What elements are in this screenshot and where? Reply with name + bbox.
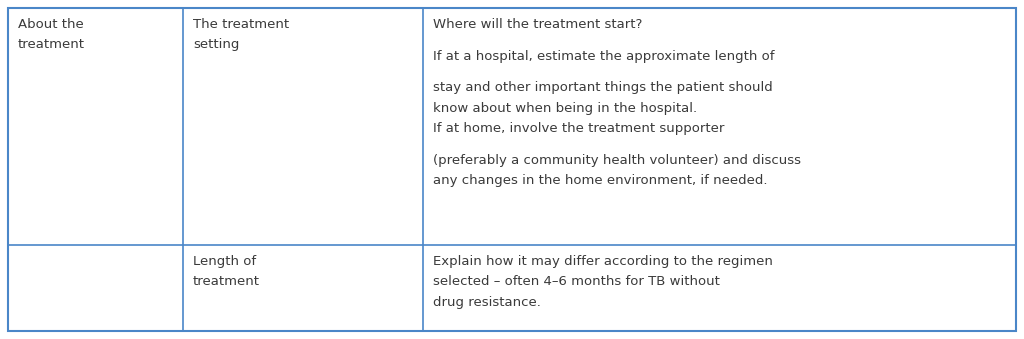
Text: treatment: treatment xyxy=(193,276,260,288)
Text: (preferably a community health volunteer) and discuss: (preferably a community health volunteer… xyxy=(433,154,801,167)
Text: Length of: Length of xyxy=(193,255,256,268)
Text: Explain how it may differ according to the regimen: Explain how it may differ according to t… xyxy=(433,255,773,268)
Text: any changes in the home environment, if needed.: any changes in the home environment, if … xyxy=(433,175,768,187)
Text: If at a hospital, estimate the approximate length of: If at a hospital, estimate the approxima… xyxy=(433,50,774,63)
Text: stay and other important things the patient should: stay and other important things the pati… xyxy=(433,81,773,94)
Text: treatment: treatment xyxy=(18,38,85,52)
Text: selected – often 4–6 months for TB without: selected – often 4–6 months for TB witho… xyxy=(433,276,720,288)
Text: know about when being in the hospital.: know about when being in the hospital. xyxy=(433,102,697,115)
Text: drug resistance.: drug resistance. xyxy=(433,296,541,309)
Text: setting: setting xyxy=(193,38,240,52)
Text: If at home, involve the treatment supporter: If at home, involve the treatment suppor… xyxy=(433,122,724,135)
Text: Where will the treatment start?: Where will the treatment start? xyxy=(433,18,642,31)
Text: The treatment: The treatment xyxy=(193,18,289,31)
Text: About the: About the xyxy=(18,18,84,31)
